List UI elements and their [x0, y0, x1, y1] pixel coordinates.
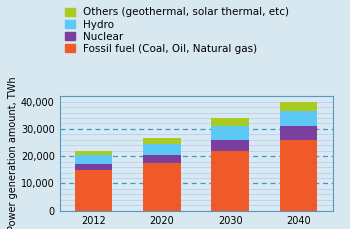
Bar — [211, 118, 249, 126]
Bar — [143, 144, 181, 155]
Bar — [280, 111, 317, 126]
Bar — [211, 140, 249, 151]
Bar — [143, 163, 181, 211]
Bar — [211, 151, 249, 211]
Bar — [280, 126, 317, 140]
Legend: Others (geothermal, solar thermal, etc), Hydro, Nuclear, Fossil fuel (Coal, Oil,: Others (geothermal, solar thermal, etc),… — [65, 8, 289, 54]
Y-axis label: Power generation amount, TWh: Power generation amount, TWh — [8, 76, 18, 229]
Bar — [75, 170, 112, 211]
Bar — [280, 102, 317, 111]
Bar — [280, 140, 317, 211]
Bar — [143, 139, 181, 144]
Bar — [75, 164, 112, 170]
Bar — [143, 155, 181, 163]
Bar — [75, 151, 112, 155]
Bar — [211, 126, 249, 140]
Bar — [75, 155, 112, 164]
